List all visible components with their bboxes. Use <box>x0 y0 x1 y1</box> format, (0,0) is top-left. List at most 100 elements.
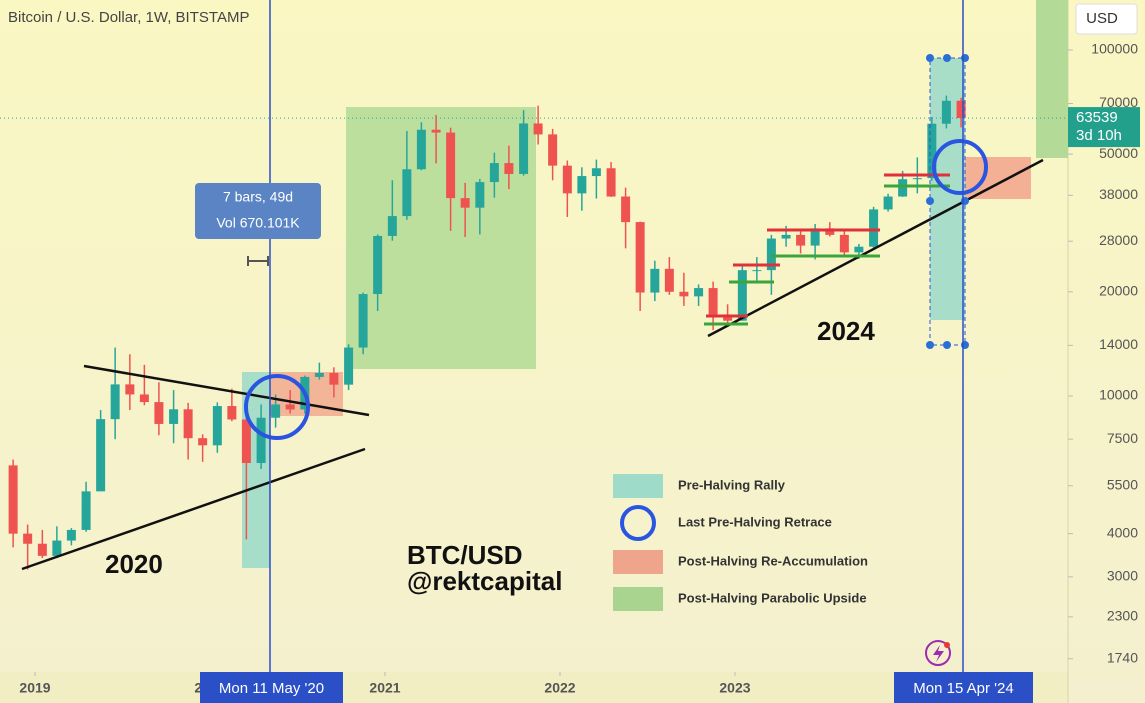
candle-body <box>23 533 33 544</box>
legend-swatch <box>613 587 663 611</box>
candle-body <box>941 100 951 124</box>
candle-body <box>504 163 514 174</box>
candle-body <box>737 270 747 321</box>
candle-body <box>723 314 733 321</box>
candle-body <box>810 228 820 246</box>
candle-body <box>533 123 543 135</box>
candle-body <box>956 100 966 119</box>
measure-bars: 7 bars, 49d <box>223 189 293 205</box>
handle[interactable] <box>943 341 951 349</box>
last-price-box <box>1068 107 1140 148</box>
candle-body <box>198 438 208 446</box>
candle-body <box>519 123 529 174</box>
legend-swatch <box>613 550 663 574</box>
drawings <box>21 0 1044 672</box>
y-tick-label: 5500 <box>1107 476 1138 492</box>
y-tick-label: 2300 <box>1107 608 1138 624</box>
alert-bolt <box>933 645 944 662</box>
handle-label: @rektcapital <box>407 566 562 596</box>
handle[interactable] <box>961 54 969 62</box>
handle[interactable] <box>961 341 969 349</box>
candle-body <box>912 178 922 180</box>
handle[interactable] <box>926 54 934 62</box>
y-tick-label: 1740 <box>1107 649 1138 665</box>
candle-body <box>839 234 849 253</box>
y-tick-label: 70000 <box>1099 94 1138 110</box>
y-tick-label: 7500 <box>1107 430 1138 446</box>
candle-body <box>679 291 689 297</box>
candles <box>8 95 966 570</box>
support-lines <box>704 184 950 326</box>
trend-line <box>83 364 370 417</box>
candle-body <box>66 529 76 541</box>
candle-body <box>139 394 149 403</box>
candle-body <box>591 168 601 177</box>
crosshair-label-box <box>200 672 343 703</box>
annotation-legend: Pre-Halving Rally Last Pre-Halving Retrac… <box>613 474 868 611</box>
candle-body <box>285 404 295 410</box>
parabolic-zone-2024 <box>1036 0 1068 158</box>
legend-label: Post-Halving Parabolic Upside <box>678 590 867 605</box>
candle-body <box>329 372 339 385</box>
legend-swatch <box>620 505 656 541</box>
trend-line <box>21 447 366 571</box>
candle-body <box>650 268 660 293</box>
candle-body <box>81 491 91 530</box>
legend-swatch <box>613 474 663 498</box>
time-axis-bg <box>0 672 1068 703</box>
y-tick-label: 14000 <box>1099 336 1138 352</box>
candle-body <box>344 347 354 385</box>
candle-body <box>475 182 485 208</box>
candle-body <box>37 543 47 556</box>
trend-line <box>707 158 1044 338</box>
candle-body <box>431 129 441 133</box>
reaccum-zone-2024 <box>965 157 1031 199</box>
candle-body <box>154 402 164 424</box>
alert-icon[interactable] <box>925 640 951 666</box>
legend-label: Pre-Halving Rally <box>678 477 786 492</box>
pair-label: BTC/USD <box>407 540 523 570</box>
x-tick-label: 2022 <box>544 680 575 696</box>
y-tick-label: 10000 <box>1099 387 1138 403</box>
crosshair-label-box <box>894 672 1033 703</box>
y-tick-label: 3000 <box>1107 568 1138 584</box>
retrace-circle <box>244 374 310 440</box>
candle-body <box>212 406 222 446</box>
measure-volume: Vol 670.101K <box>216 215 300 231</box>
candle-body <box>52 540 62 556</box>
currency-button[interactable] <box>1075 3 1138 35</box>
legend-label: Post-Halving Re-Accumulation <box>678 553 868 568</box>
last-price-label: 63539 <box>1076 109 1118 126</box>
candle-body <box>387 216 397 236</box>
candle-body <box>752 270 762 272</box>
candle-body <box>402 169 412 217</box>
x-tick-label: 2021 <box>369 680 400 696</box>
candle-body <box>183 409 193 439</box>
handle[interactable] <box>961 197 969 205</box>
candle-body <box>664 268 674 292</box>
candle-body <box>825 228 835 235</box>
handle[interactable] <box>926 341 934 349</box>
handle[interactable] <box>943 54 951 62</box>
candle-body <box>8 465 18 534</box>
candle-body <box>694 288 704 297</box>
candle-body <box>548 134 558 166</box>
y-tick-label: 50000 <box>1099 145 1138 161</box>
axes: 100000 70000 50000 38000 28000 20000 14000 1000… <box>0 41 1140 703</box>
y-tick-label: 20000 <box>1099 282 1138 298</box>
candle-body <box>927 123 937 179</box>
alert-dot <box>944 642 950 648</box>
chart-title: Bitcoin / U.S. Dollar, 1W, BITSTAMP <box>8 9 249 26</box>
candle-body <box>446 132 456 199</box>
candle-body <box>869 209 879 247</box>
candle-body <box>169 409 179 424</box>
candle-body <box>562 165 572 194</box>
x-tick-label: 2023 <box>719 680 750 696</box>
crosshair-label: Mon 15 Apr '24 <box>913 680 1013 697</box>
candle-body <box>577 176 587 194</box>
handle[interactable] <box>926 197 934 205</box>
measure-range <box>247 256 269 266</box>
candle-body <box>314 372 324 377</box>
currency[interactable]: USD <box>1086 10 1118 27</box>
